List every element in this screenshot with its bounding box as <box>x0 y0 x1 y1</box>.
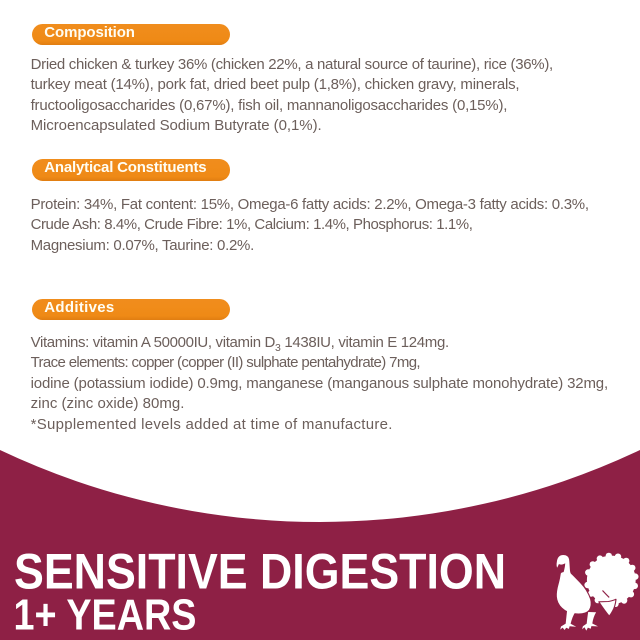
svg-text:SENSITIVE DIGESTION: SENSITIVE DIGESTION <box>14 544 506 600</box>
svg-text:1+ YEARS: 1+ YEARS <box>14 590 197 639</box>
